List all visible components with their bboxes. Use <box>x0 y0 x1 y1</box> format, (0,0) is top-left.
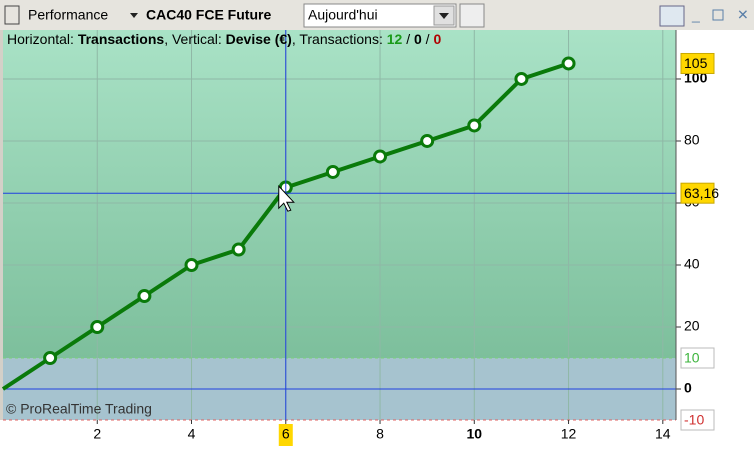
upper-level-label-box <box>680 347 715 369</box>
info-segment: Devise (€) <box>226 31 292 47</box>
data-point <box>420 133 435 148</box>
instrument-label[interactable]: CAC40 FCE Future <box>146 7 271 23</box>
y-tick-label: 20 <box>684 318 700 334</box>
data-point <box>90 319 105 334</box>
minimize-button[interactable]: _ <box>691 7 700 23</box>
data-point <box>467 118 482 133</box>
data-point <box>184 257 199 272</box>
lower-level-label: -10 <box>684 412 704 428</box>
data-point <box>231 242 246 257</box>
last-value-label-box <box>680 52 715 74</box>
y-axis-panel <box>676 30 754 449</box>
dropdown-arrow[interactable] <box>130 13 138 18</box>
period-label: Aujourd'hui <box>308 7 378 23</box>
data-point <box>373 149 388 164</box>
data-point <box>43 350 58 365</box>
close-button[interactable]: ✕ <box>737 7 749 23</box>
settings-button[interactable] <box>459 3 485 28</box>
icon <box>4 5 20 25</box>
crosshair-y-label: 63,16 <box>684 185 719 201</box>
x-axis-panel <box>0 420 754 449</box>
x-tick-label: 14 <box>655 426 671 442</box>
plot-background <box>3 30 676 358</box>
lower-level-label-box <box>680 409 715 431</box>
last-value-label: 105 <box>684 55 708 71</box>
data-point <box>137 288 152 303</box>
section-label[interactable]: Performance <box>28 7 108 23</box>
dropdown-arrow <box>439 13 449 19</box>
y-tick-label: 80 <box>684 132 700 148</box>
info-segment: , Transactions: <box>292 31 387 47</box>
data-point <box>325 164 340 179</box>
info-segment: / <box>402 31 414 47</box>
data-point <box>561 56 576 71</box>
maximize-button[interactable] <box>712 9 724 21</box>
export-button[interactable] <box>659 5 685 27</box>
info-segment: Horizontal: <box>7 31 78 47</box>
info-segment: Transactions <box>78 31 165 47</box>
info-segment: 0 <box>414 31 422 47</box>
info-segment: , Vertical: <box>164 31 225 47</box>
upper-level-label: 10 <box>684 350 700 366</box>
period-select[interactable] <box>303 3 457 28</box>
mouse-cursor <box>278 184 295 212</box>
y-tick-label: 0 <box>684 380 692 396</box>
x-tick-label: 4 <box>188 426 196 442</box>
info-line: Horizontal: Transactions, Vertical: Devi… <box>7 31 441 47</box>
x-tick-label: 10 <box>466 426 482 442</box>
y-tick-label: 40 <box>684 256 700 272</box>
crosshair-x-box <box>278 424 293 446</box>
info-segment: 12 <box>387 31 403 47</box>
x-tick-label: 8 <box>376 426 384 442</box>
info-segment: / <box>422 31 434 47</box>
x-tick-label: 2 <box>93 426 101 442</box>
crosshair-y-label-box <box>680 182 715 204</box>
x-tick-label: 12 <box>561 426 577 442</box>
data-point <box>514 71 529 86</box>
info-segment: 0 <box>433 31 441 47</box>
crosshair-x-label: 6 <box>282 426 290 442</box>
watermark: © ProRealTime Trading <box>6 401 152 417</box>
